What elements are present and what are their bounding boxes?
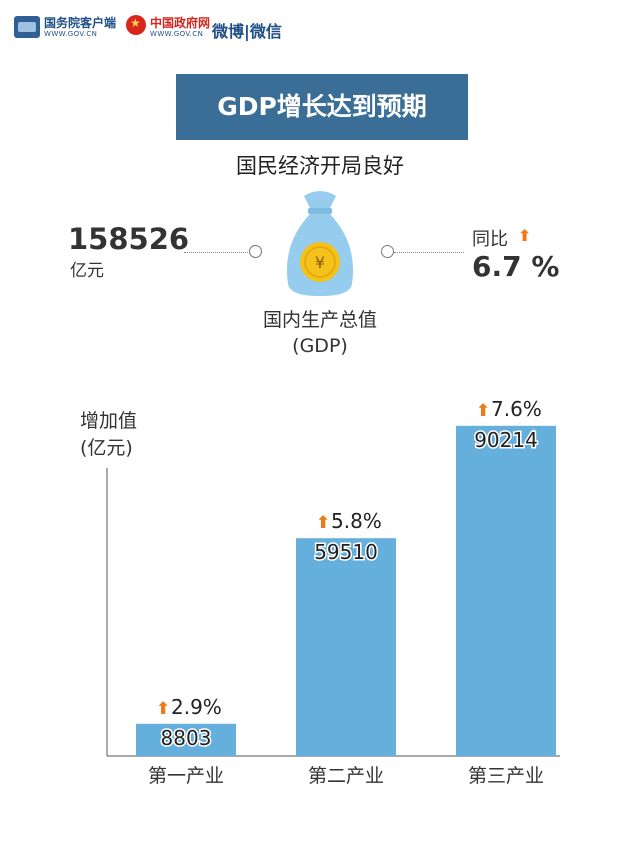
connector-line-right: [394, 252, 464, 253]
bar-value-label: 59510: [314, 540, 378, 564]
bar-value-label: 90214: [474, 428, 538, 452]
coin-inner: [304, 246, 336, 278]
page-title: GDP增长达到预期: [217, 92, 427, 121]
money-bag-icon: ¥: [286, 191, 354, 296]
bag-knot: [304, 191, 336, 208]
app1-name: 国务院客户端: [44, 16, 117, 30]
bag-tie: [308, 208, 332, 214]
bar-3: [456, 425, 556, 756]
app1-url: WWW.GOV.CN: [44, 30, 98, 38]
category-label: 第三产业: [468, 765, 544, 787]
category-label: 第一产业: [148, 765, 224, 787]
connector-ring-left: [249, 245, 262, 258]
national-emblem-icon: [126, 15, 146, 35]
page-subtitle: 国民经济开局良好: [236, 154, 404, 178]
connector-line-left: [184, 252, 248, 253]
app2-name: 中国政府网: [150, 16, 211, 30]
gdp-value: 158526: [68, 222, 190, 256]
up-arrow-icon: ⬆: [156, 699, 170, 719]
gdp-unit: 亿元: [70, 261, 104, 281]
yoy-value: 6.7 %: [472, 250, 560, 283]
bar-1: [136, 723, 236, 756]
gdp-label: 国内生产总值 (GDP): [262, 309, 377, 357]
bar-2: [296, 538, 396, 756]
coin: [300, 242, 340, 282]
bar-value-label: 8803: [161, 726, 212, 750]
growth-label: 7.6%: [491, 397, 542, 421]
yoy-label: 同比: [472, 229, 508, 250]
title-banner: GDP增长达到预期: [176, 74, 468, 140]
currency-symbol: ¥: [315, 253, 325, 272]
up-arrow-icon: ⬆: [518, 226, 532, 245]
gov-app-logo-icon: [14, 16, 40, 38]
growth-label: 2.9%: [171, 695, 222, 719]
up-arrow-icon: ⬆: [316, 513, 330, 533]
up-arrow-icon: ⬆: [476, 401, 490, 421]
connector-ring-right: [381, 245, 394, 258]
weibo-wechat-label: 微博|微信: [212, 22, 282, 41]
y-axis-label: 增加值 (亿元): [80, 410, 138, 459]
category-label: 第二产业: [308, 765, 384, 787]
app2-url: WWW.GOV.CN: [150, 30, 204, 38]
growth-label: 5.8%: [331, 509, 382, 533]
